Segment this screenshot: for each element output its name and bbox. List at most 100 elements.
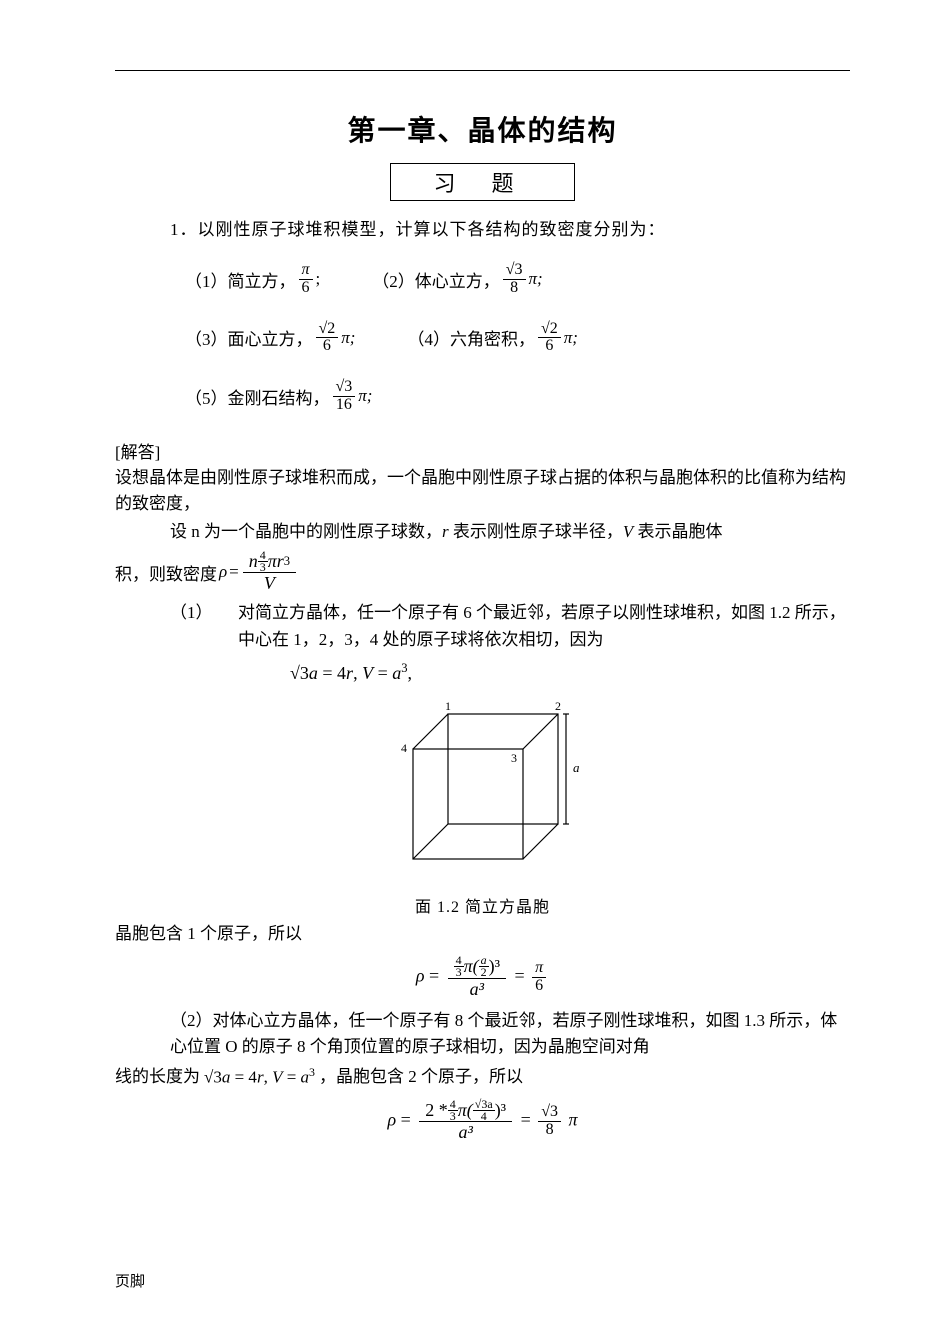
df-3: 3: [258, 562, 268, 573]
f2-post: )³: [489, 956, 500, 977]
opt4-num: （4）: [407, 325, 450, 350]
opt1-suffix: ;: [316, 269, 321, 289]
cube-label-2: 2: [555, 699, 561, 713]
opt2-num: （2）: [372, 267, 415, 292]
f3-3: 3: [448, 1111, 458, 1122]
opt5-label: 金刚石结构，: [228, 384, 330, 409]
f3-post: )³: [495, 1100, 506, 1121]
f2-frac: 4 3 π(a2)³ a³: [448, 955, 506, 1000]
option-2: （2） 体心立方， √3 8 π;: [372, 262, 542, 297]
f3-rhs: √3 8: [538, 1104, 561, 1139]
para2-c: 表示晶胞体: [633, 522, 722, 541]
density-prefix: 积，则致密度: [115, 560, 217, 585]
opt5-num: （5）: [185, 384, 228, 409]
option-4: （4） 六角密积， √2 6 π;: [407, 321, 577, 356]
opt5-frac-den: 16: [333, 397, 355, 414]
opt3-frac-num: √2: [316, 321, 339, 339]
f3-rhs-n: √3: [538, 1104, 561, 1122]
cube-figure: 1 2 4 3 a: [115, 694, 850, 889]
df-pir: πr: [268, 551, 284, 572]
f2-den: a³: [464, 979, 490, 1000]
item1-num: （1）: [170, 600, 238, 653]
top-rule: [115, 70, 850, 71]
cube-label-3: 3: [511, 751, 517, 765]
opt3-num: （3）: [185, 325, 228, 350]
opt2-label: 体心立方，: [415, 267, 500, 292]
opt1-frac: π 6: [299, 262, 313, 297]
section-box-wrap: 习题: [115, 163, 850, 201]
para-3: 晶胞包含 1 个原子，所以: [115, 921, 850, 947]
para-2: 设 n 为一个晶胞中的刚性原子球数，r 表示刚性原子球半径，V 表示晶胞体: [170, 519, 850, 545]
f2-rhs-d: 6: [532, 978, 546, 995]
r-var: r: [442, 522, 449, 541]
f2-2: 2: [479, 967, 489, 978]
opt4-frac: √2 6: [538, 321, 561, 356]
formula-1: √3a = 4r, V = a3,: [290, 661, 850, 684]
density-line: 积，则致密度 ρ = n 4 3 πr3 V: [115, 550, 850, 595]
f2-rhs: π 6: [532, 960, 546, 995]
section-label: 习题: [390, 163, 574, 201]
opt2-suffix: π;: [529, 269, 543, 289]
para2-b: 表示刚性原子球半径，: [449, 522, 623, 541]
para5-a: 线的长度为: [115, 1064, 200, 1090]
question-text: 以刚性原子球堆积模型，计算以下各结构的致密度分别为：: [198, 220, 666, 239]
opt1-frac-den: 6: [299, 280, 313, 297]
cube-label-1: 1: [445, 699, 451, 713]
para-5: 线的长度为 √3a = 4r, V = a3 ，晶胞包含 2 个原子，所以: [115, 1063, 850, 1091]
opt3-label: 面心立方，: [228, 325, 313, 350]
f2-a2: a2: [479, 955, 489, 978]
f2-3: 3: [454, 967, 464, 978]
df-sup: 3: [284, 554, 290, 569]
opt1-num: （1）: [185, 267, 228, 292]
opt4-frac-den: 6: [542, 338, 556, 355]
df-n: n: [249, 551, 258, 572]
opt2-frac-num: √3: [503, 262, 526, 280]
item1-text: 对简立方晶体，任一个原子有 6 个最近邻，若原子以刚性球堆积，如图 1.2 所示…: [238, 600, 850, 653]
opt5-frac-num: √3: [333, 379, 356, 397]
opt1-frac-num: π: [299, 262, 313, 280]
question-intro: 1．以刚性原子球堆积模型，计算以下各结构的致密度分别为：: [170, 215, 850, 240]
density-fraction: n 4 3 πr3 V: [243, 550, 296, 595]
cube-label-a: a: [573, 760, 580, 775]
para5-b: ，晶胞包含 2 个原子，所以: [319, 1064, 523, 1090]
para-4: （2）对体心立方晶体，任一个原子有 8 个最近邻，若原子刚性球堆积，如图 1.3…: [170, 1008, 850, 1061]
option-5: （5） 金刚石结构， √3 16 π;: [185, 379, 372, 414]
para-1: 设想晶体是由刚性原子球堆积而成，一个晶胞中刚性原子球占据的体积与晶胞体积的比值称…: [115, 465, 850, 518]
opt3-frac: √2 6: [316, 321, 339, 356]
opt5-suffix: π;: [358, 386, 372, 406]
f3-den: a³: [452, 1122, 478, 1143]
page-footer: 页脚: [115, 1270, 145, 1291]
opt2-frac: √3 8: [503, 262, 526, 297]
f3-frac: 2 * 4 3 π(√3a4)³ a³: [419, 1099, 512, 1144]
f3-inner: √3a4: [473, 1099, 495, 1122]
formula-2: ρ = 4 3 π(a2)³ a³ = π 6: [115, 955, 850, 1000]
formula-3: ρ = 2 * 4 3 π(√3a4)³ a³ = √3 8 π: [115, 1099, 850, 1144]
f2-mid: π(: [464, 956, 479, 977]
figure-caption: 面 1.2 简立方晶胞: [115, 893, 850, 917]
df-den: V: [258, 573, 281, 594]
v-var: V: [623, 522, 633, 541]
opt4-frac-num: √2: [538, 321, 561, 339]
rho-symbol: ρ: [219, 562, 227, 582]
para2-a: 设 n 为一个晶胞中的刚性原子球数，: [170, 522, 442, 541]
options-row-3: （5） 金刚石结构， √3 16 π;: [185, 379, 850, 414]
f3-43: 4 3: [448, 1099, 458, 1122]
answer-header: [解答]: [115, 438, 850, 463]
item-1: （1） 对简立方晶体，任一个原子有 6 个最近邻，若原子以刚性球堆积，如图 1.…: [170, 600, 850, 653]
opt4-suffix: π;: [564, 328, 578, 348]
chapter-title: 第一章、晶体的结构: [115, 109, 850, 149]
option-3: （3） 面心立方， √2 6 π;: [185, 321, 355, 356]
opt2-frac-den: 8: [507, 280, 521, 297]
opt4-label: 六角密积，: [450, 325, 535, 350]
f2-43: 4 3: [454, 955, 464, 978]
options-row-1: （1） 简立方， π 6 ; （2） 体心立方， √3 8 π;: [185, 262, 850, 297]
f3-mid: π(: [458, 1100, 473, 1121]
f2-rhs-n: π: [532, 960, 546, 978]
question-number: 1．: [170, 220, 198, 239]
f3-rhs-suf: π: [569, 1109, 578, 1129]
df-43: 4 3: [258, 550, 268, 573]
cube-label-4: 4: [401, 741, 407, 755]
options-row-2: （3） 面心立方， √2 6 π; （4） 六角密积， √2 6 π;: [185, 321, 850, 356]
opt3-frac-den: 6: [320, 338, 334, 355]
opt5-frac: √3 16: [333, 379, 356, 414]
